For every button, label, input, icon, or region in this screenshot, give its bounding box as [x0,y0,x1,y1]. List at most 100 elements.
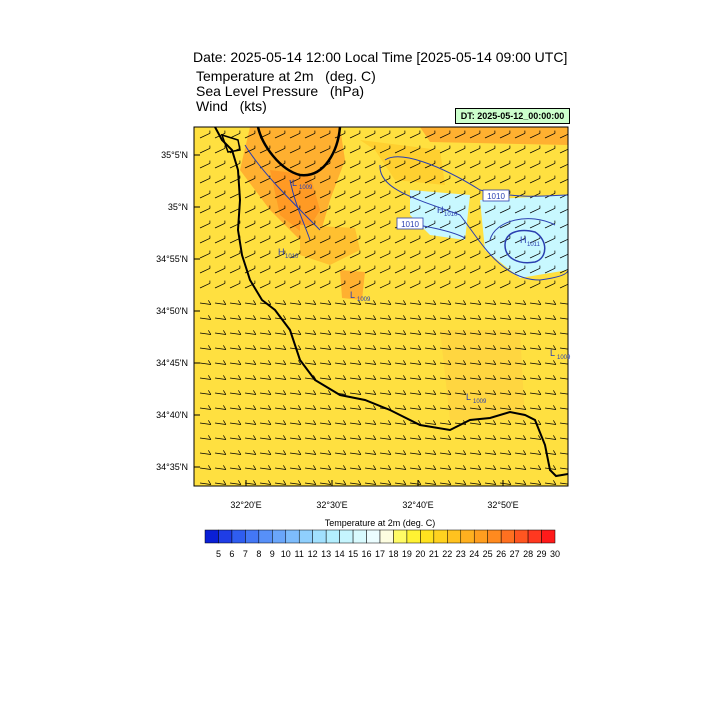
wind-barb [334,420,347,425]
wind-barb [544,345,557,350]
wind-barb [469,450,482,455]
wind-barb [199,315,212,320]
wind-barb [304,465,317,470]
wind-barb [244,145,256,154]
wind-barb [259,205,271,214]
wind-barb [319,345,332,350]
wind-barb [439,145,451,154]
wind-barb [229,390,242,395]
wind-barb [364,250,376,259]
wind-barb [484,375,497,380]
wind-barb [259,435,272,440]
wind-barb [199,345,212,350]
wind-barb [514,145,526,154]
lat-tick-label: 34°55'N [156,254,188,264]
wind-barb [289,435,302,440]
wind-barb [484,465,497,470]
colorbar-cell [487,529,502,544]
wind-barb [244,190,256,199]
wind-barb [304,435,317,440]
wind-barb [439,330,452,335]
wind-barb [469,480,482,485]
wind-barb [349,130,361,139]
colorbar-cell [272,529,287,544]
colorbar-label: 9 [270,549,275,559]
wind-barb [349,360,362,365]
wind-barb [319,145,331,154]
wind-barb [559,238,568,244]
wind-barb [454,205,466,214]
wind-barb [439,190,451,199]
colorbar-label: 25 [483,549,493,559]
wind-barb [319,205,331,214]
wind-barb [274,435,287,440]
wind-barb [544,480,557,485]
wind-barb [394,205,406,214]
wind-barb [289,420,302,425]
wind-barb [484,450,497,455]
wind-barb [514,405,527,410]
wind-barb [319,420,332,425]
wind-barb [424,420,437,425]
wind-barb [304,250,316,259]
wind-barb [499,420,512,425]
wind-barb [289,390,302,395]
wind-barb [334,345,347,350]
colorbar-label: 21 [429,549,439,559]
wind-barb [439,360,452,365]
wind-barb [349,345,362,350]
wind-barb [319,175,331,184]
wind-barb [379,345,392,350]
wind-barb [244,160,256,169]
wind-barb [544,235,556,244]
wind-barb [259,160,271,169]
wind-barb [274,300,287,305]
wind-barb [334,375,347,380]
latitude-axis: 35°5'N 35°N 34°55'N 34°50'N 34°45'N 34°40'N 34… [156,150,200,472]
wind-barb [559,283,568,289]
wind-barb [439,405,452,410]
wind-barb [439,345,452,350]
wind-barb [559,208,568,214]
wind-barb [559,178,568,184]
wind-barb [379,250,391,259]
wind-barb [544,390,557,395]
wind-barb [289,280,301,289]
wind-barb [364,405,377,410]
colorbar-label: 16 [362,549,372,559]
wind-barb [274,405,287,410]
wind-barb [244,465,257,470]
wind-barb [379,145,391,154]
wind-barb [304,205,316,214]
wind-barb [409,345,422,350]
wind-barb [364,145,376,154]
wind-barb [484,145,496,154]
wind-barb [334,300,347,305]
wind-barb [334,450,347,455]
warm-patch-se [440,330,525,420]
wind-barb [244,450,257,455]
wind-barb [499,130,511,139]
wind-barb [214,175,226,184]
wind-barb [229,300,242,305]
svg-text:1009: 1009 [299,185,313,191]
wind-barb [199,405,212,410]
wind-barb [424,280,436,289]
wind-barb [229,330,242,335]
wind-barb [289,480,302,485]
wind-barb [439,435,452,440]
wind-barb [214,300,227,305]
wind-barb [499,205,511,214]
coastline [214,127,568,478]
wind-barb [469,205,481,214]
wind-barb [454,450,467,455]
wind-barb [454,130,466,139]
dt-label: DT: 2025-05-12_00:00:00 [455,108,570,124]
wind-barb [229,130,241,139]
wind-barb [514,345,527,350]
wind-barb [499,280,511,289]
wind-barb [439,220,451,229]
isobar-high-center [504,229,546,264]
wind-barb [229,405,242,410]
wind-barb [544,420,557,425]
